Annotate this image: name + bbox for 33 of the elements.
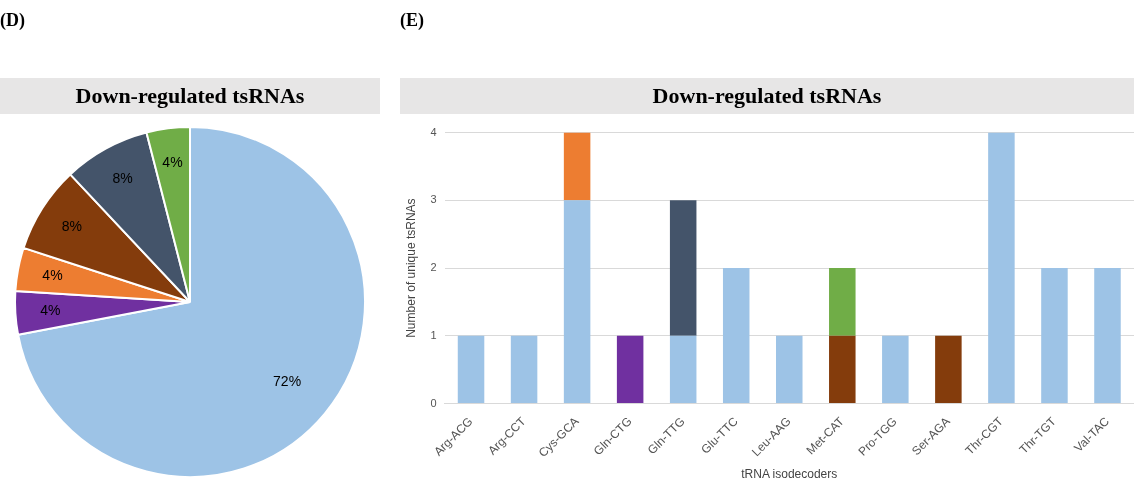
y-tick-label: 0: [430, 396, 437, 409]
data-label: 4%: [42, 266, 63, 283]
bar: [776, 335, 803, 404]
y-tick-label: 1: [430, 328, 437, 341]
x-axis-title: tRNA isodecoders: [741, 467, 838, 482]
chart-title: Down-regulated tsRNAs: [400, 78, 1134, 114]
bar: [510, 335, 538, 404]
data-label: 8%: [112, 170, 133, 187]
bar: [722, 268, 750, 404]
data-label: 8%: [61, 217, 82, 234]
text: (D): [0, 10, 25, 31]
bar: [1041, 268, 1068, 404]
bar: [1094, 268, 1121, 404]
bar: [882, 335, 909, 404]
bar: [988, 132, 1015, 404]
bar: [563, 200, 591, 404]
y-tick-label: 4: [430, 125, 437, 138]
bar: [669, 200, 697, 336]
bar: [829, 268, 856, 336]
bar: [829, 335, 856, 404]
y-tick-label: 3: [430, 193, 437, 206]
bar: [669, 335, 697, 404]
y-tick-label: 2: [430, 261, 437, 274]
chart-title: Down-regulated tsRNAs: [0, 78, 380, 114]
data-label: 72%: [273, 373, 302, 390]
y-axis-title: Number of unique tsRNAs: [403, 198, 418, 338]
data-label: 4%: [162, 153, 183, 170]
bar: [563, 132, 591, 201]
bar: [935, 335, 962, 404]
data-label: 4%: [40, 301, 61, 318]
bar: [457, 335, 485, 404]
bar: [616, 335, 644, 404]
text: (E): [400, 10, 424, 31]
